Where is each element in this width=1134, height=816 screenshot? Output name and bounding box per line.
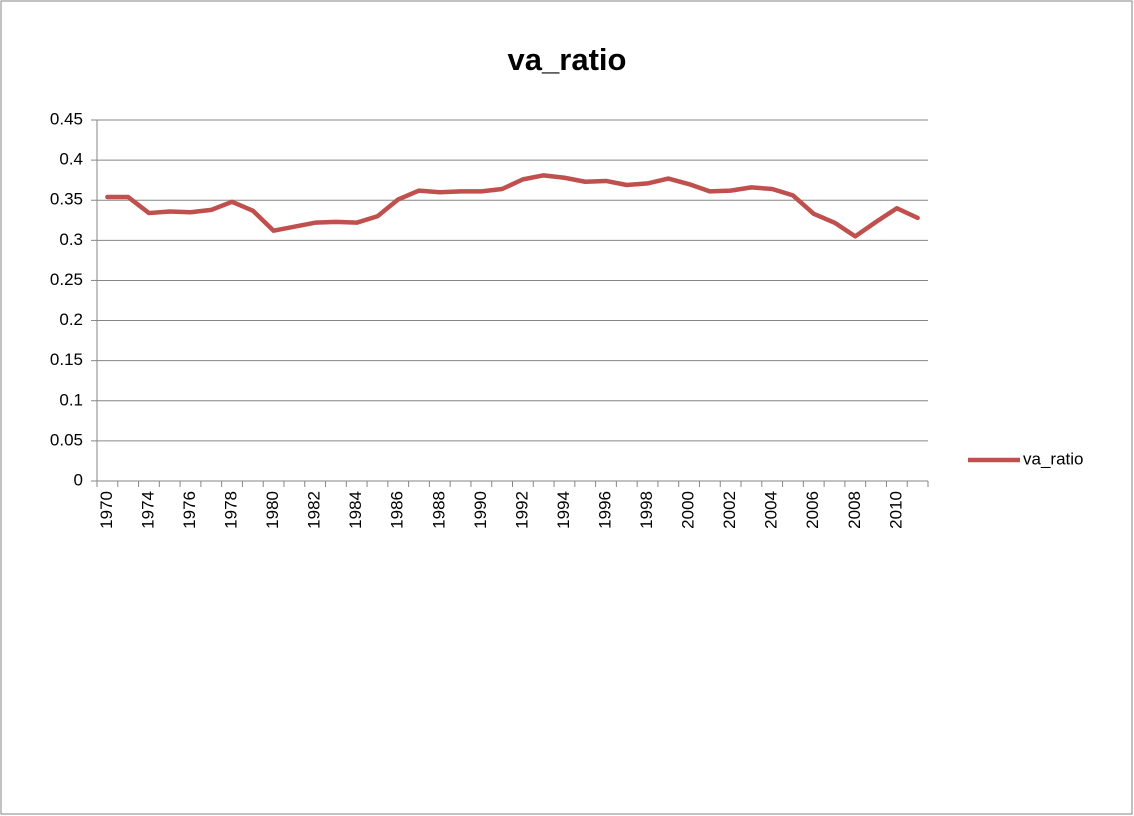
- x-tick-label: 1996: [595, 491, 614, 529]
- y-tick-label: 0.35: [50, 190, 83, 209]
- x-tick-label: 1992: [512, 491, 531, 529]
- x-tick-label: 2000: [679, 491, 698, 529]
- y-tick-label: 0.4: [59, 150, 83, 169]
- line-series: [105, 173, 920, 239]
- y-tick-label: 0.45: [50, 109, 83, 128]
- x-tick-label: 1980: [263, 491, 282, 529]
- x-tick-label: 1982: [305, 491, 324, 529]
- x-tick-label: 1990: [471, 491, 490, 529]
- y-tick-label: 0.25: [50, 270, 83, 289]
- x-tick-label: 1986: [388, 491, 407, 529]
- y-tick-label: 0.2: [59, 310, 83, 329]
- y-tick-label: 0.15: [50, 350, 83, 369]
- x-tick-label: 1976: [180, 491, 199, 529]
- x-tick-label: 2002: [720, 491, 739, 529]
- y-tick-label: 0: [74, 470, 83, 489]
- chart-title: va_ratio: [508, 42, 627, 77]
- y-tick-label: 0.3: [59, 230, 83, 249]
- x-tick-label: 1994: [554, 491, 573, 529]
- x-tick-label: 1974: [138, 491, 157, 529]
- x-tick-label: 1984: [346, 491, 365, 529]
- y-tick-label: 0.05: [50, 430, 83, 449]
- x-tick-label: 2004: [762, 491, 781, 529]
- x-tick-label: 2010: [886, 491, 905, 529]
- x-tick-label: 1970: [97, 491, 116, 529]
- legend-label: va_ratio: [1023, 449, 1083, 468]
- x-tick-label: 2006: [803, 491, 822, 529]
- x-tick-label: 2008: [845, 491, 864, 529]
- x-tick-label: 1978: [222, 491, 241, 529]
- x-tick-label: 1988: [429, 491, 448, 529]
- y-tick-label: 0.1: [59, 390, 83, 409]
- x-tick-label: 1998: [637, 491, 656, 529]
